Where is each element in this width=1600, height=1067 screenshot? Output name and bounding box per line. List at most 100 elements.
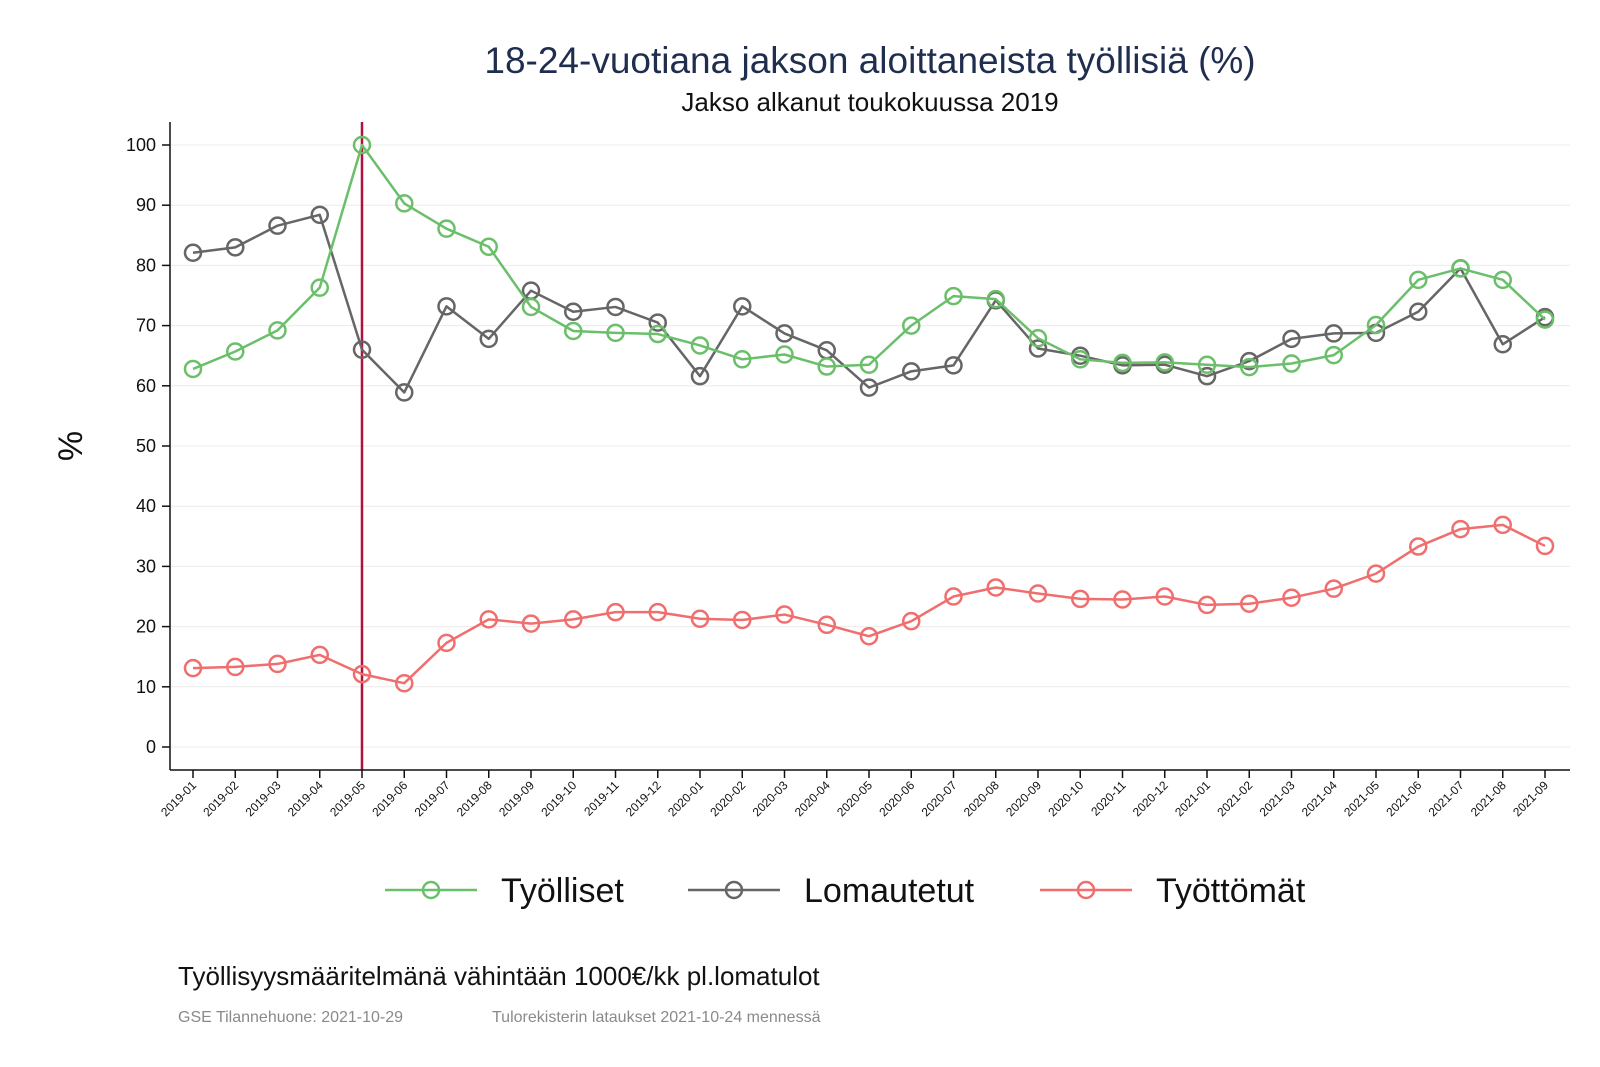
data-point (437, 633, 456, 653)
data-point (268, 216, 287, 235)
x-tick-label: 2021-05 (1341, 778, 1382, 819)
data-point (183, 243, 203, 263)
x-tick-label: 2019-04 (285, 778, 326, 819)
x-tick-label: 2019-05 (327, 778, 368, 819)
x-tick-label: 2021-02 (1214, 778, 1255, 819)
x-tick-label: 2019-10 (538, 778, 579, 819)
legend-item: Lomautetut (688, 872, 975, 910)
series-line (192, 143, 1546, 371)
data-point (733, 610, 752, 630)
x-tick-label: 2021-07 (1426, 778, 1467, 819)
data-point (564, 321, 583, 341)
data-point (268, 654, 287, 674)
y-tick-label: 70 (136, 316, 156, 336)
x-tick-label: 2020-12 (1130, 778, 1171, 819)
data-point (268, 321, 287, 340)
data-point (1113, 590, 1132, 609)
legend-item: Työlliset (385, 872, 624, 910)
data-point (1240, 357, 1259, 377)
data-point (1366, 564, 1386, 583)
data-point (1113, 353, 1132, 373)
data-point (1028, 328, 1048, 348)
x-tick-label: 2020-08 (961, 778, 1002, 819)
data-point (944, 587, 963, 606)
data-point (648, 324, 667, 344)
y-tick-label: 0 (146, 737, 156, 757)
data-point (690, 336, 710, 355)
data-point (437, 297, 456, 316)
data-point (1282, 354, 1301, 373)
series-line (192, 523, 1546, 685)
data-point (1409, 270, 1428, 290)
data-point (437, 219, 456, 238)
data-point (310, 278, 329, 297)
data-point (352, 664, 372, 684)
data-point (606, 297, 625, 317)
data-point (352, 135, 372, 155)
data-point (690, 609, 710, 629)
data-point (479, 610, 498, 629)
data-point (1028, 339, 1048, 358)
data-point (395, 194, 414, 213)
legend-swatch-marker (1076, 880, 1096, 900)
x-tick-label: 2020-06 (876, 778, 917, 819)
data-point (606, 602, 625, 622)
chart-title: 18-24-vuotiana jakson aloittaneista työl… (484, 40, 1255, 81)
x-tick-label: 2019-11 (581, 778, 622, 819)
data-point (479, 329, 498, 349)
x-tick-label: 2019-08 (454, 778, 495, 819)
data-point (1366, 315, 1386, 335)
legend-swatch-marker (724, 880, 744, 900)
x-tick-label: 2019-01 (158, 778, 199, 819)
data-point (1028, 584, 1048, 603)
data-point (1409, 302, 1428, 322)
data-point (395, 673, 414, 693)
series-line (192, 213, 1546, 394)
data-point (1493, 270, 1512, 290)
x-tick-label: 2021-06 (1383, 778, 1424, 819)
data-point (1282, 588, 1301, 607)
x-tick-label: 2021-08 (1468, 778, 1509, 819)
legend-label: Työttömät (1156, 872, 1306, 910)
x-tick-label: 2020-05 (834, 778, 875, 819)
data-point (944, 356, 963, 375)
legend-label: Työlliset (501, 872, 624, 910)
legend: Työlliset Lomautetut Työttömät (385, 872, 1306, 910)
footer-source: GSE Tilannehuone: 2021-10-29 (178, 1009, 403, 1026)
data-point (859, 626, 879, 646)
data-point (648, 602, 667, 622)
data-point (183, 359, 203, 379)
data-point (1282, 329, 1301, 349)
footer-note: Työllisyysmääritelmänä vähintään 1000€/k… (178, 961, 820, 991)
data-point (521, 297, 541, 317)
x-tick-label: 2020-04 (792, 778, 833, 819)
data-point (395, 383, 414, 402)
data-point (226, 238, 245, 257)
data-point (1324, 324, 1343, 343)
x-tick-label: 2021-01 (1172, 778, 1213, 819)
y-tick-label: 50 (136, 436, 156, 456)
legend-label: Lomautetut (804, 872, 975, 910)
data-point (1535, 536, 1555, 556)
y-tick-label: 90 (136, 195, 156, 215)
x-tick-label: 2020-03 (750, 778, 791, 819)
data-point (521, 614, 541, 633)
data-point (648, 313, 667, 332)
chart-subtitle: Jakso alkanut toukokuussa 2019 (681, 87, 1058, 117)
data-point (1535, 310, 1555, 329)
data-point (352, 340, 372, 359)
data-point (606, 323, 625, 343)
y-tick-label: 10 (136, 677, 156, 697)
y-tick-label: 40 (136, 496, 156, 516)
data-point (733, 350, 752, 369)
series-tyolliset (183, 135, 1555, 379)
legend-swatch-marker (421, 880, 441, 900)
data-point (1451, 519, 1470, 539)
x-tick-label: 2020-11 (1088, 778, 1129, 819)
x-tick-label: 2019-03 (243, 778, 284, 819)
data-point (1324, 579, 1343, 598)
y-tick-label: 30 (136, 556, 156, 576)
data-point (902, 362, 921, 381)
x-tick-label: 2020-09 (1003, 778, 1044, 819)
data-point (1493, 335, 1512, 354)
